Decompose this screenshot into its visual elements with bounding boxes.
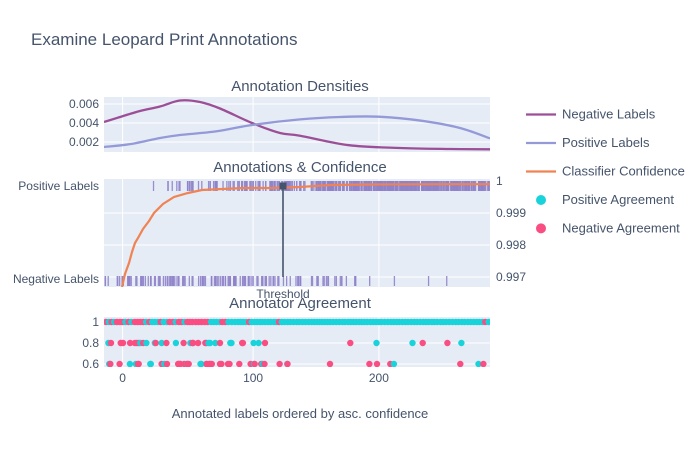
- svg-text:0.998: 0.998: [496, 238, 526, 252]
- svg-text:0.006: 0.006: [69, 97, 99, 111]
- svg-text:Positive Labels: Positive Labels: [562, 135, 650, 150]
- svg-text:Annotation Densities: Annotation Densities: [231, 78, 369, 95]
- svg-text:0.997: 0.997: [496, 270, 526, 284]
- svg-text:Positive Agreement: Positive Agreement: [562, 192, 674, 207]
- svg-text:Annotator Agreement: Annotator Agreement: [229, 295, 372, 312]
- svg-text:Annotated labels ordered by as: Annotated labels ordered by asc. confide…: [172, 406, 429, 421]
- svg-text:0.004: 0.004: [69, 116, 99, 130]
- svg-text:Negative Labels: Negative Labels: [13, 272, 99, 286]
- svg-text:1: 1: [92, 315, 99, 329]
- svg-text:Annotations & Confidence: Annotations & Confidence: [213, 159, 386, 176]
- svg-text:0: 0: [119, 371, 126, 385]
- svg-text:100: 100: [243, 371, 263, 385]
- svg-text:0.999: 0.999: [496, 206, 526, 220]
- svg-text:Classifier Confidence: Classifier Confidence: [562, 164, 685, 179]
- svg-text:Positive Labels: Positive Labels: [18, 179, 99, 193]
- svg-text:200: 200: [369, 371, 389, 385]
- svg-text:Negative Agreement: Negative Agreement: [562, 220, 680, 235]
- svg-text:Negative Labels: Negative Labels: [562, 107, 656, 122]
- svg-text:0.8: 0.8: [82, 336, 99, 350]
- svg-text:1: 1: [496, 174, 503, 188]
- svg-text:0.002: 0.002: [69, 135, 99, 149]
- svg-text:0.6: 0.6: [82, 357, 99, 371]
